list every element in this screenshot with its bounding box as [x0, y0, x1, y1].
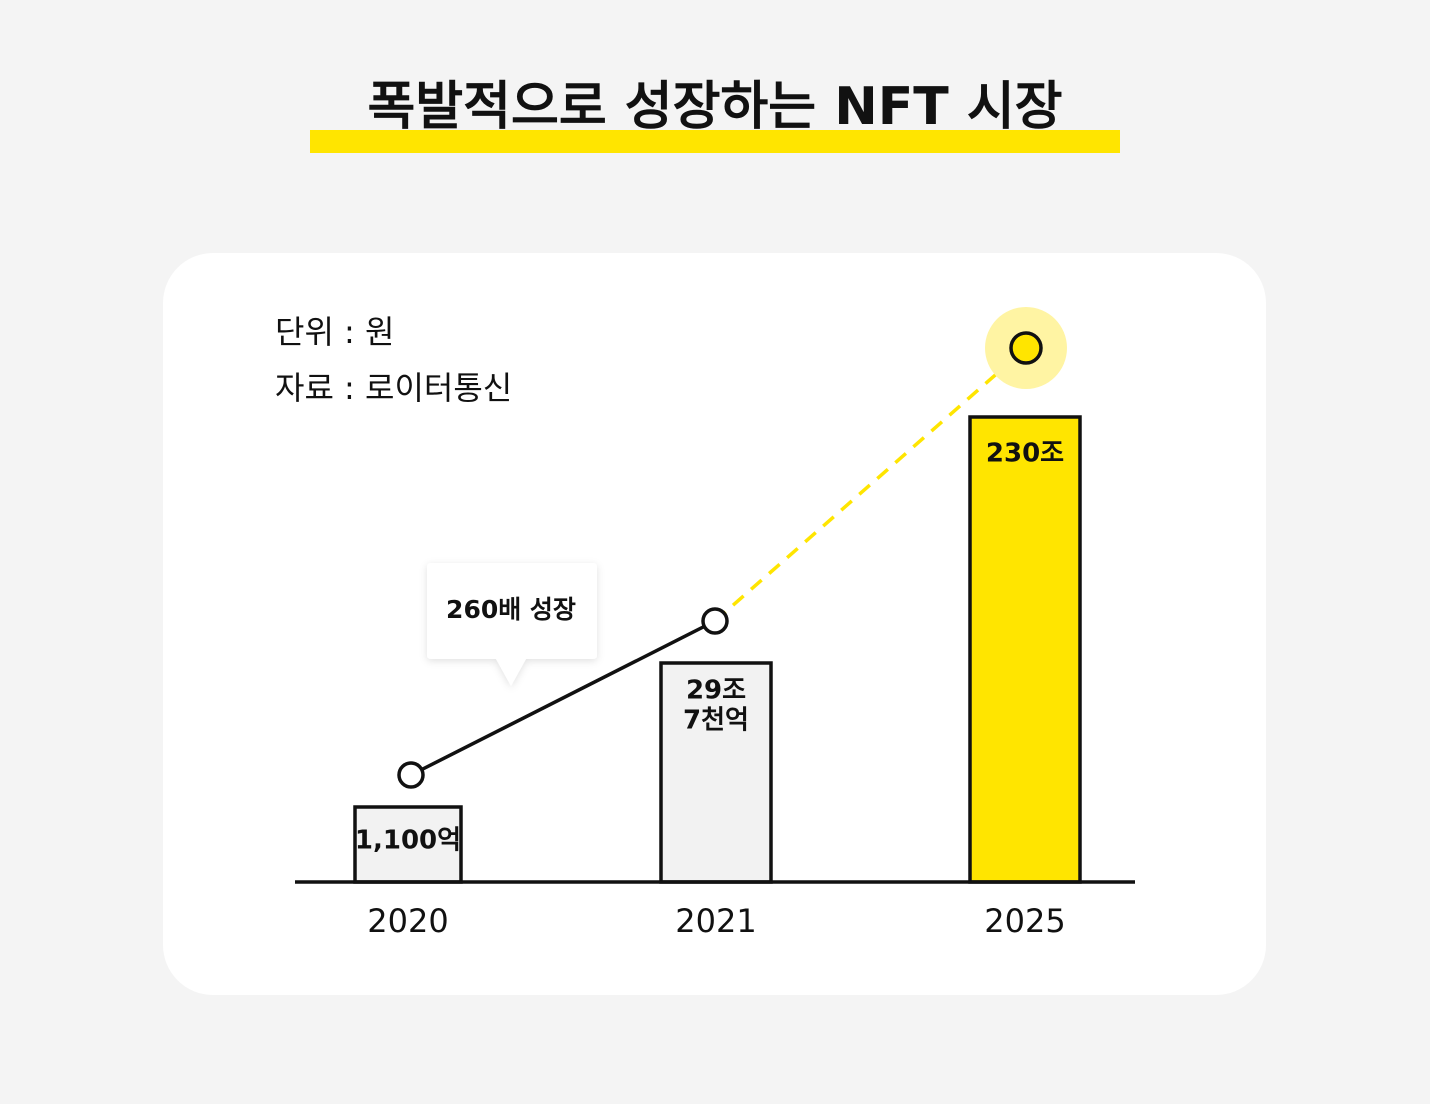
bar-label: 1,100억 — [355, 826, 461, 856]
growth-line — [410, 619, 716, 777]
bar-2020 — [353, 805, 463, 884]
title-highlight — [310, 130, 1120, 153]
point — [1009, 331, 1043, 365]
callout-box — [427, 563, 597, 686]
year-label: 2025 — [984, 902, 1065, 940]
bar-label: 230조 — [986, 439, 1064, 469]
unit-note: 단위 : 원 — [275, 313, 394, 351]
bar-label: 7천억 — [683, 706, 749, 736]
forecast-line — [713, 346, 1028, 623]
callout-text: 260배 성장 — [446, 595, 576, 624]
bar-2021 — [659, 661, 773, 884]
callout — [427, 563, 597, 686]
title: 폭발적으로 성장하는 NFT 시장 — [367, 77, 1062, 137]
year-label: 2021 — [675, 902, 756, 940]
bar-2025 — [968, 415, 1082, 884]
point — [701, 607, 729, 635]
bar-label: 29조 — [686, 676, 746, 706]
point — [397, 761, 425, 789]
source-note: 자료 : 로이터통신 — [275, 369, 512, 407]
year-label: 2020 — [367, 902, 448, 940]
